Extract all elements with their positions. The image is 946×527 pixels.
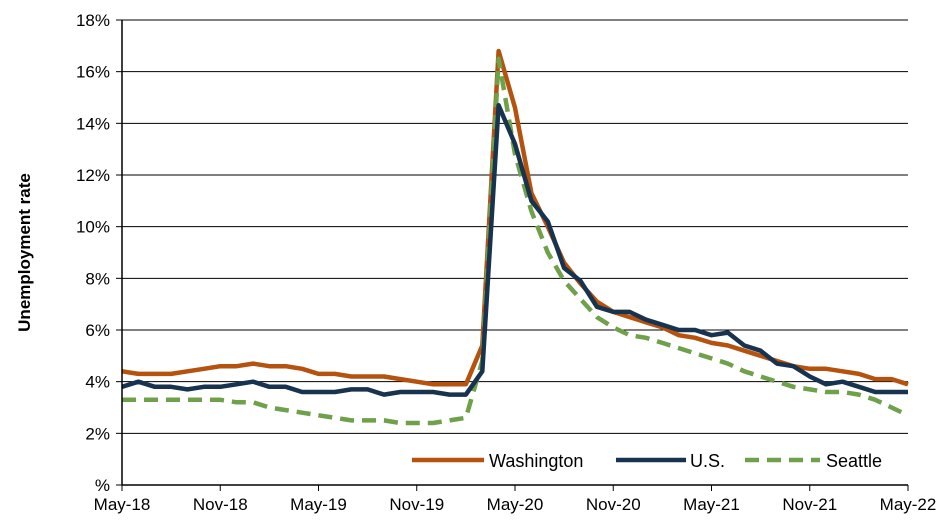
y-tick-label: 2% (85, 424, 110, 443)
y-tick-label: 18% (76, 11, 110, 30)
legend-label-washington: Washington (489, 451, 583, 471)
y-tick-label: 4% (85, 373, 110, 392)
x-axis-ticks: May-18 Nov-18 May-19 Nov-19 May-20 Nov-20 May-… (94, 485, 937, 514)
x-tick-label: May-22 (880, 495, 937, 514)
x-tick-label: May-18 (94, 495, 151, 514)
legend-label-seattle: Seattle (826, 451, 882, 471)
y-tick-label: 8% (85, 269, 110, 288)
series-line-seattle (122, 56, 909, 426)
y-axis-ticks: % 2% 4% 6% 8% 10% 12% 14% 16% 18% (76, 11, 122, 495)
x-tick-label: May-19 (290, 495, 347, 514)
legend: Washington U.S. Seattle (412, 451, 882, 471)
series-line-washington (121, 48, 909, 387)
y-tick-label: 14% (76, 114, 110, 133)
y-tick-label: % (95, 476, 110, 495)
y-tick-label: 10% (76, 218, 110, 237)
x-tick-label: Nov-21 (782, 495, 837, 514)
x-tick-label: Nov-20 (586, 495, 641, 514)
x-tick-label: May-21 (683, 495, 740, 514)
x-tick-label: Nov-18 (193, 495, 248, 514)
x-tick-label: Nov-19 (389, 495, 444, 514)
y-axis-label: Unemployment rate (15, 173, 34, 332)
y-tick-label: 12% (76, 166, 110, 185)
legend-label-u-s: U.S. (690, 451, 725, 471)
series-lines (121, 48, 909, 426)
y-tick-label: 6% (85, 321, 110, 340)
x-tick-label: May-20 (487, 495, 544, 514)
series-line-u-s (121, 103, 908, 397)
gridlines (122, 19, 908, 434)
y-tick-label: 16% (76, 63, 110, 82)
